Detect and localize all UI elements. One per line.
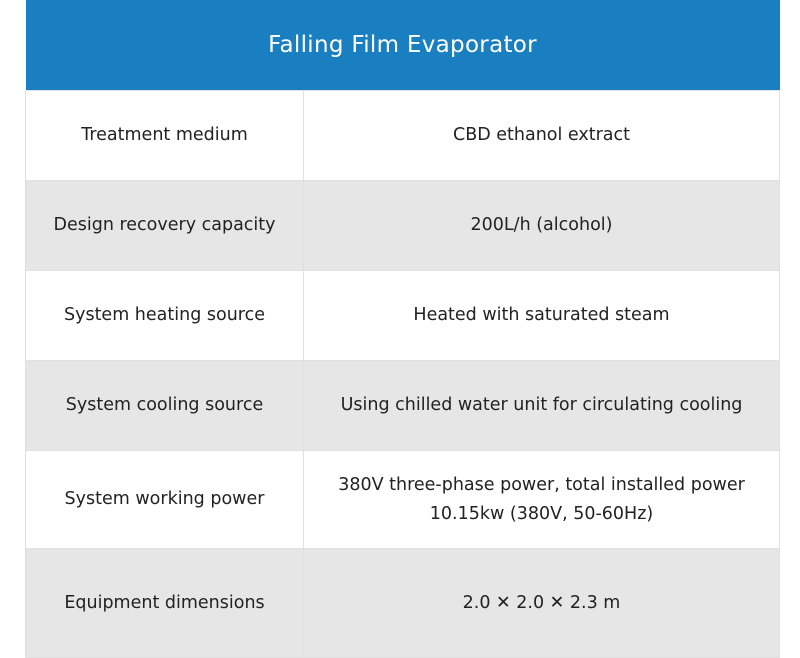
row-label: Treatment medium — [25, 90, 304, 181]
table-title: Falling Film Evaporator — [25, 0, 780, 91]
row-value: CBD ethanol extract — [303, 90, 780, 181]
table-row: System working power 380V three-phase po… — [25, 450, 780, 549]
table-header-row: Falling Film Evaporator — [25, 0, 780, 91]
row-value: 200L/h (alcohol) — [303, 180, 780, 271]
row-value: 380V three-phase power, total installed … — [303, 450, 780, 549]
row-value: 2.0 ✕ 2.0 ✕ 2.3 m — [303, 548, 780, 658]
table-row: Design recovery capacity 200L/h (alcohol… — [25, 180, 780, 271]
row-value: Using chilled water unit for circulating… — [303, 360, 780, 451]
row-label: System heating source — [25, 270, 304, 361]
row-value: Heated with saturated steam — [303, 270, 780, 361]
row-value-line: 380V three-phase power, total installed … — [338, 474, 745, 495]
spec-table: Falling Film Evaporator Treatment medium… — [25, 0, 780, 658]
table-row: Treatment medium CBD ethanol extract — [25, 90, 780, 181]
table-row: System cooling source Using chilled wate… — [25, 360, 780, 451]
table-row: System heating source Heated with satura… — [25, 270, 780, 361]
row-label: System working power — [25, 450, 304, 549]
row-label: System cooling source — [25, 360, 304, 451]
row-label: Design recovery capacity — [25, 180, 304, 271]
table-row: Equipment dimensions 2.0 ✕ 2.0 ✕ 2.3 m — [25, 548, 780, 658]
row-value-line: 10.15kw (380V, 50-60Hz) — [429, 503, 654, 524]
row-label: Equipment dimensions — [25, 548, 304, 658]
